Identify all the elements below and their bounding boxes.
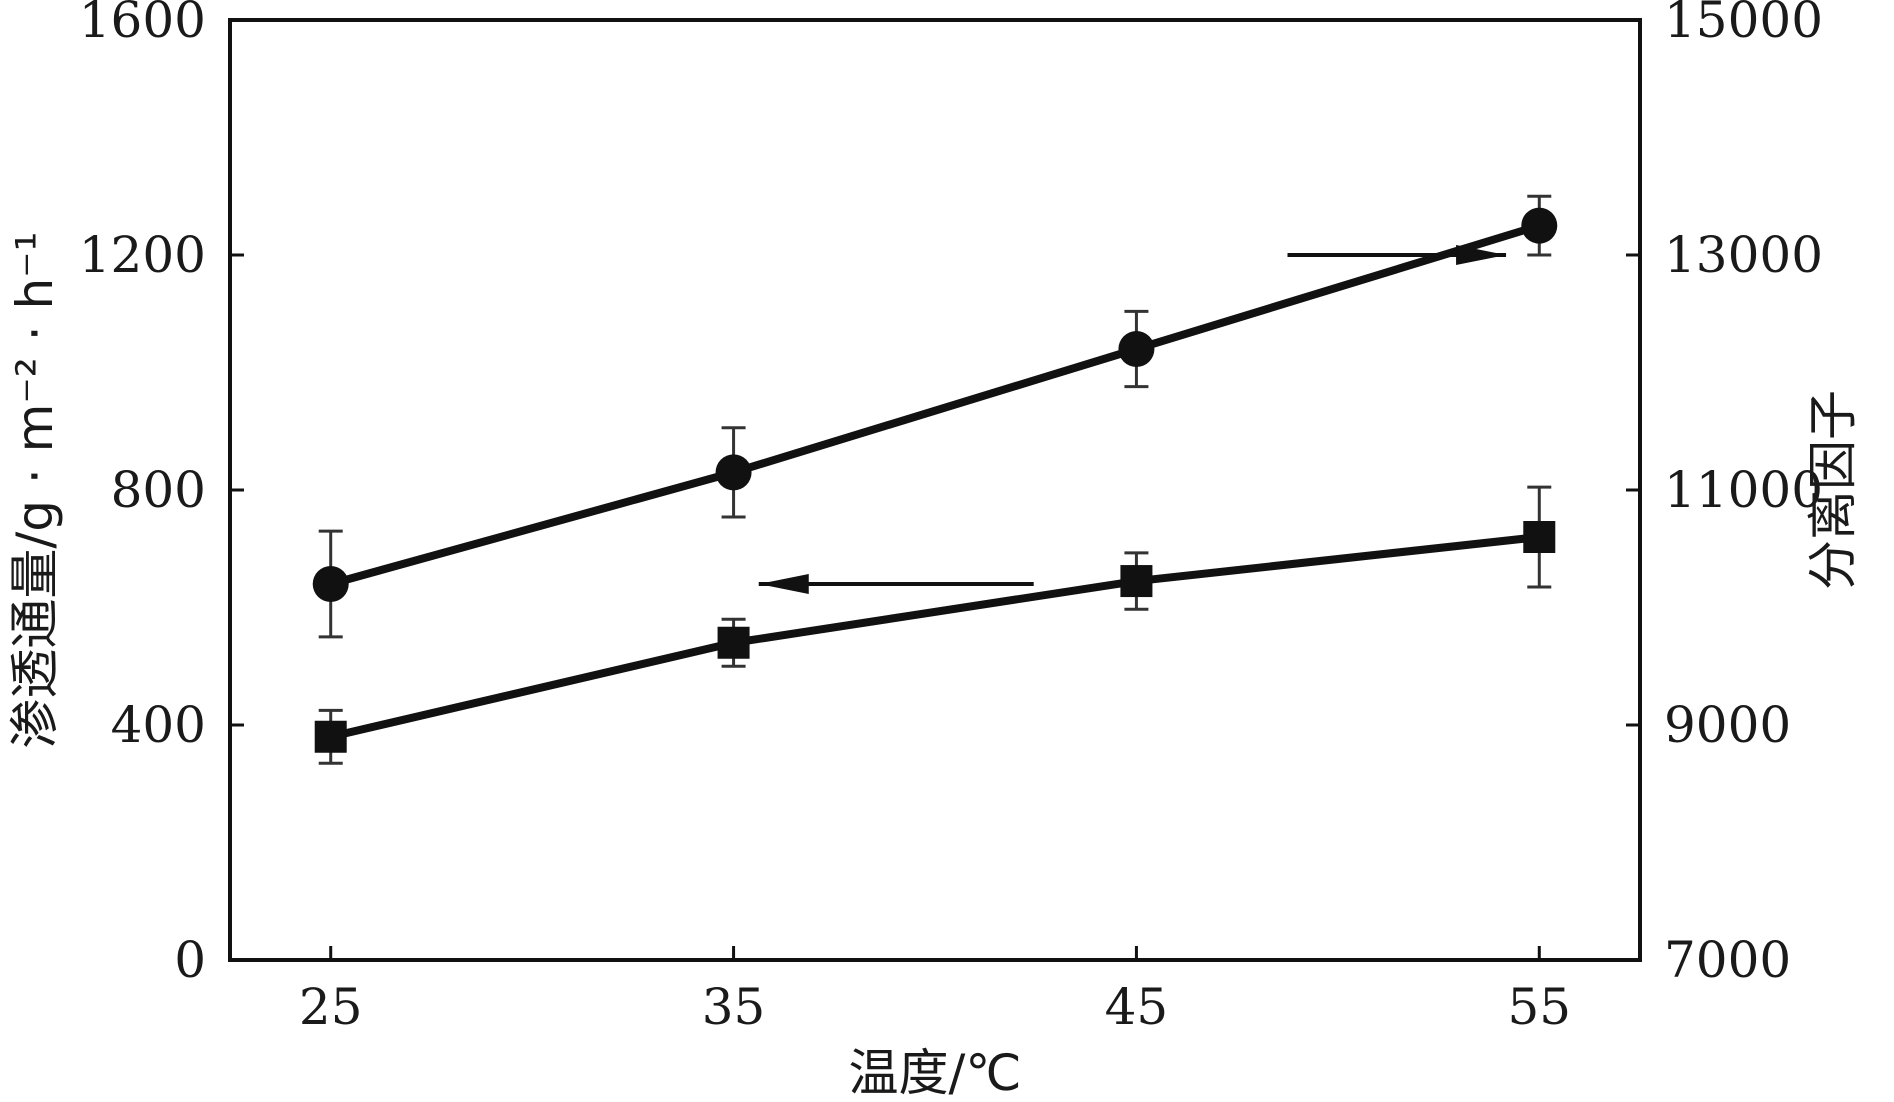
x-tick-label: 35	[702, 978, 766, 1036]
left-y-tick-label: 1200	[79, 226, 206, 284]
x-axis-title: 温度/℃	[849, 1044, 1022, 1102]
x-tick-label: 45	[1105, 978, 1169, 1036]
left-y-axis-title: 渗透通量/g · m⁻² · h⁻¹	[6, 231, 64, 748]
series-line-right-axis	[329, 221, 1541, 588]
circle-marker	[1521, 207, 1558, 244]
left-y-tick-label: 0	[174, 931, 206, 989]
right-y-tick-label: 13000	[1664, 226, 1823, 284]
plot-frame	[228, 18, 1642, 962]
axis-ticks	[230, 18, 1640, 962]
left-y-tick-label: 1600	[79, 0, 206, 49]
square-marker	[1523, 521, 1556, 553]
circle-marker	[1118, 331, 1155, 367]
right-y-tick-label: 15000	[1664, 0, 1823, 49]
right-y-tick-label: 9000	[1664, 696, 1791, 754]
x-tick-label: 25	[299, 978, 363, 1036]
arrow-to-right-axis-head	[1456, 245, 1507, 265]
right-y-tick-label: 7000	[1664, 931, 1791, 989]
right-y-axis-title: 分离因子	[1804, 390, 1862, 590]
axis-indicator-arrows	[758, 245, 1507, 594]
series-line-left-axis	[329, 533, 1540, 741]
circle-marker	[715, 454, 752, 491]
square-marker	[717, 626, 750, 659]
left-y-tick-label: 800	[111, 461, 206, 519]
right-y-tick-label: 11000	[1664, 461, 1823, 519]
series-lines	[329, 221, 1541, 741]
square-marker	[1120, 565, 1153, 598]
circle-marker	[312, 566, 349, 602]
left-y-tick-label: 400	[111, 696, 206, 754]
arrow-to-left-axis-head	[758, 574, 809, 594]
axis-tick-labels: 25 35 45 55 0 400 800 1200 1600 7000 9000 11000 1300…	[79, 0, 1823, 1036]
square-marker	[314, 720, 347, 753]
series-markers	[312, 207, 1558, 753]
x-tick-label: 55	[1507, 978, 1571, 1036]
